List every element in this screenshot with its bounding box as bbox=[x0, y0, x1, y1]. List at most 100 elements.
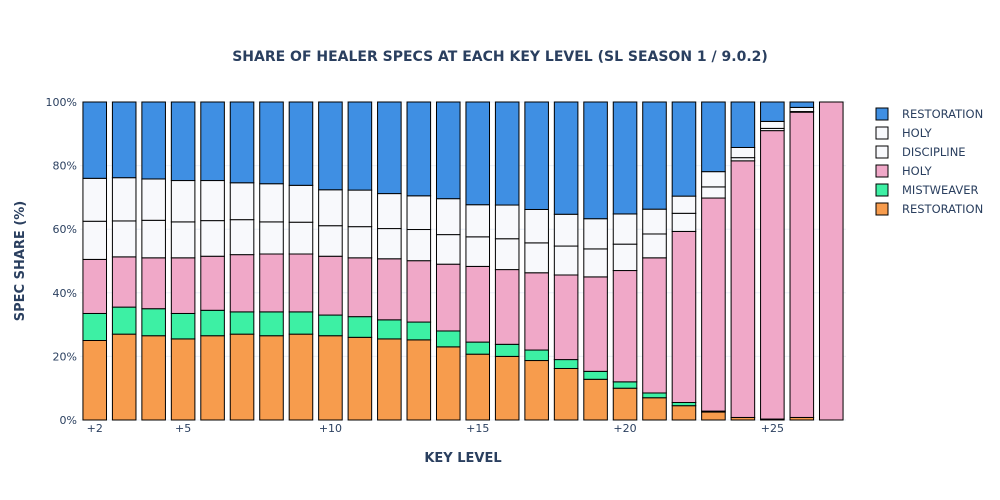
bar-segment-restoration-5 bbox=[760, 101, 785, 122]
bar-segment-holy-2 bbox=[259, 253, 284, 313]
bar-segment-holy-4 bbox=[259, 183, 284, 223]
legend-swatch[interactable] bbox=[875, 183, 889, 197]
x-tick-label: +10 bbox=[319, 422, 342, 435]
bar-segment-holy-2 bbox=[553, 274, 579, 361]
bar-segment-holy-4 bbox=[701, 171, 726, 188]
bar-segment-restoration-0 bbox=[671, 405, 697, 421]
bar-segment-holy-2 bbox=[583, 276, 608, 372]
bar-segment-discipline-3 bbox=[170, 221, 196, 259]
x-tick-label: +15 bbox=[466, 422, 489, 435]
bar-segment-holy-4 bbox=[288, 184, 314, 223]
bar-segment-restoration-0 bbox=[82, 340, 108, 421]
bar-segment-holy-2 bbox=[671, 230, 697, 404]
bar-segment-restoration-0 bbox=[583, 378, 608, 421]
bar-segment-restoration-5 bbox=[288, 101, 314, 186]
bar-segment-mistweaver-1 bbox=[111, 306, 137, 335]
bar-segment-restoration-0 bbox=[170, 338, 196, 421]
bar-segment-holy-4 bbox=[347, 189, 373, 228]
bar-segment-mistweaver-1 bbox=[318, 314, 343, 337]
bar-segment-discipline-3 bbox=[671, 212, 697, 232]
bar-segment-restoration-0 bbox=[524, 360, 549, 421]
bar-segment-restoration-5 bbox=[318, 101, 343, 191]
bar-segment-discipline-3 bbox=[288, 221, 314, 255]
bar-segment-holy-2 bbox=[760, 130, 785, 420]
bar-segment-restoration-5 bbox=[82, 101, 108, 179]
bar-segment-mistweaver-1 bbox=[494, 343, 520, 357]
bar-segment-holy-2 bbox=[170, 257, 196, 314]
bar-segment-discipline-3 bbox=[612, 243, 638, 272]
x-axis-title: KEY LEVEL bbox=[424, 451, 501, 466]
bar-segment-restoration-5 bbox=[730, 101, 756, 148]
bar-segment-mistweaver-1 bbox=[259, 311, 284, 337]
bar-segment-discipline-3 bbox=[82, 220, 108, 260]
legend-label[interactable]: RESTORATION bbox=[902, 107, 983, 121]
bar-segment-holy-4 bbox=[760, 120, 785, 129]
bar-segment-discipline-3 bbox=[465, 236, 491, 267]
bar-segment-holy-4 bbox=[730, 146, 756, 159]
bar-segment-holy-2 bbox=[818, 101, 844, 421]
bar-segment-mistweaver-1 bbox=[406, 321, 432, 341]
bar-segment-restoration-5 bbox=[494, 101, 520, 206]
bar-segment-discipline-3 bbox=[435, 234, 461, 265]
bar-segment-mistweaver-1 bbox=[612, 381, 638, 389]
legend-label[interactable]: HOLY bbox=[902, 126, 933, 140]
bar-segment-restoration-0 bbox=[229, 333, 255, 421]
legend[interactable]: RESTORATION HOLY DISCIPLINE HOLY MISTWEAVER R… bbox=[875, 107, 983, 216]
legend-label[interactable]: RESTORATION bbox=[902, 202, 983, 216]
bar-segment-restoration-0 bbox=[494, 355, 520, 421]
bar-segment-restoration-0 bbox=[259, 335, 284, 421]
bar-segment-discipline-3 bbox=[583, 248, 608, 278]
y-tick-label: 40% bbox=[53, 287, 77, 300]
bar-segment-restoration-5 bbox=[141, 101, 166, 180]
bar-segment-restoration-0 bbox=[435, 346, 461, 421]
bar-segment-mistweaver-1 bbox=[524, 349, 549, 362]
bar-segment-holy-2 bbox=[789, 111, 815, 418]
x-tick-label: +25 bbox=[761, 422, 784, 435]
x-tick-label: +5 bbox=[175, 422, 191, 435]
bar-segment-holy-2 bbox=[318, 255, 343, 316]
bar-segment-restoration-5 bbox=[259, 101, 284, 185]
legend-swatch[interactable] bbox=[875, 202, 889, 216]
bar-segment-holy-2 bbox=[730, 160, 756, 418]
bar-segment-restoration-0 bbox=[347, 336, 373, 421]
y-tick-label: 20% bbox=[53, 350, 77, 363]
bar-segment-mistweaver-1 bbox=[583, 370, 608, 380]
bar-segment-holy-4 bbox=[494, 204, 520, 240]
bar-segment-mistweaver-1 bbox=[229, 311, 255, 335]
y-axis: 0% 20% 40% 60% 80% 100% bbox=[46, 96, 77, 427]
bar-segment-restoration-5 bbox=[465, 101, 491, 206]
bar-segment-holy-4 bbox=[141, 178, 166, 221]
x-tick-label: +20 bbox=[613, 422, 636, 435]
bar-segment-holy-2 bbox=[612, 270, 638, 383]
bar-segment-holy-4 bbox=[435, 198, 461, 236]
bar-segment-holy-4 bbox=[612, 213, 638, 245]
legend-swatch[interactable] bbox=[875, 164, 889, 178]
y-axis-title: SPEC SHARE (%) bbox=[13, 201, 28, 321]
legend-swatch[interactable] bbox=[875, 107, 889, 121]
legend-swatch[interactable] bbox=[875, 145, 889, 159]
bar-segment-holy-4 bbox=[671, 195, 697, 214]
bar-segment-discipline-3 bbox=[642, 233, 667, 259]
bar-segment-holy-2 bbox=[141, 257, 166, 310]
bar-segment-holy-2 bbox=[524, 272, 549, 351]
bar-segment-holy-4 bbox=[111, 177, 137, 222]
bar-segment-restoration-5 bbox=[406, 101, 432, 197]
bar-segment-holy-2 bbox=[701, 197, 726, 412]
bar-segment-discipline-3 bbox=[111, 220, 137, 258]
bar-segment-mistweaver-1 bbox=[553, 359, 579, 369]
bar-segment-mistweaver-1 bbox=[377, 319, 402, 340]
y-tick-label: 100% bbox=[46, 96, 77, 109]
bar-segment-restoration-5 bbox=[701, 101, 726, 173]
legend-swatch[interactable] bbox=[875, 126, 889, 140]
chart-title: SHARE OF HEALER SPECS AT EACH KEY LEVEL … bbox=[232, 49, 768, 65]
bar-segment-mistweaver-1 bbox=[170, 312, 196, 340]
bar-segment-discipline-3 bbox=[200, 220, 225, 257]
legend-label[interactable]: HOLY bbox=[902, 164, 933, 178]
legend-label[interactable]: DISCIPLINE bbox=[902, 145, 966, 159]
bar-segment-holy-2 bbox=[288, 253, 314, 313]
bar-segment-holy-4 bbox=[642, 208, 667, 235]
bar-segment-discipline-3 bbox=[318, 225, 343, 257]
legend-label[interactable]: MISTWEAVER bbox=[902, 183, 979, 197]
bar-segment-holy-4 bbox=[465, 204, 491, 238]
